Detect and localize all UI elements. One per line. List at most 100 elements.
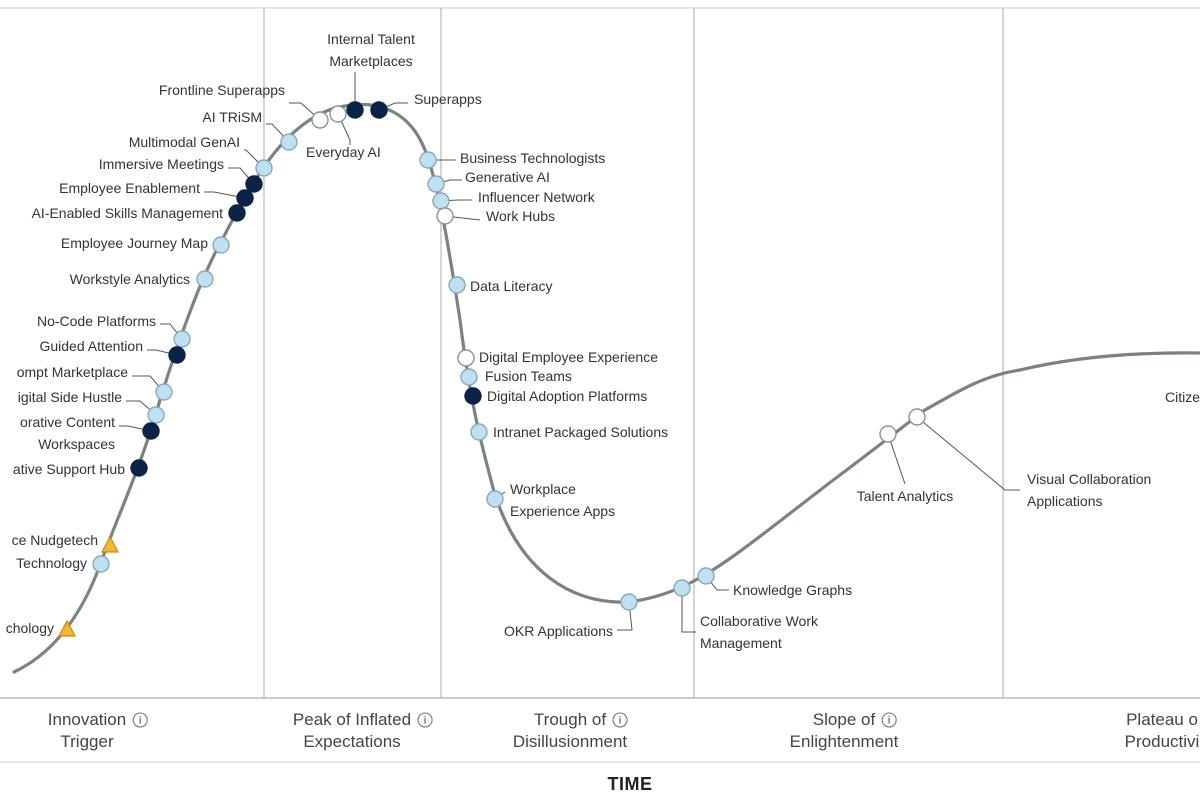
label-no-code-platforms: No-Code Platforms	[37, 313, 156, 329]
label-guided-attention: Guided Attention	[39, 338, 143, 354]
phase-label-plateau-line2: Productivi	[1125, 732, 1200, 751]
marker-visual-collaboration-applications[interactable]	[908, 408, 926, 426]
marker-multimodal-genai[interactable]	[255, 159, 273, 177]
marker-superapps[interactable]	[370, 101, 388, 119]
marker-ompt-marketplace[interactable]	[155, 383, 173, 401]
leader-line-everyday-ai	[337, 113, 351, 145]
label-digital-adoption-platforms: Digital Adoption Platforms	[487, 388, 647, 404]
svg-text:i: i	[424, 716, 427, 727]
marker-okr-applications[interactable]	[620, 593, 638, 611]
marker-frontline-superapps[interactable]	[311, 111, 329, 129]
info-circle-icon[interactable]: i	[132, 712, 148, 728]
label-visual-collaboration-applications: Visual Collaboration	[1027, 471, 1151, 487]
phase-labels: Innovation Trigger i Peak of Inflated Expect…	[48, 710, 1200, 751]
svg-text:i: i	[139, 716, 142, 727]
label-fusion-teams: Fusion Teams	[485, 368, 572, 384]
phase-label-innovation-line2: Trigger	[60, 732, 114, 751]
phase-label-peak-line2: Expectations	[303, 732, 400, 751]
marker-employee-journey-map[interactable]	[212, 236, 230, 254]
label-orative-content-workspaces: orative Content	[20, 414, 115, 430]
marker-ai-trism[interactable]	[280, 133, 298, 151]
marker-technology[interactable]	[92, 555, 110, 573]
marker-employee-enablement[interactable]	[236, 189, 254, 207]
marker-digital-adoption-platforms[interactable]	[464, 387, 482, 405]
label-internal-talent-marketplaces: Internal Talent	[327, 31, 415, 47]
marker-knowledge-graphs[interactable]	[697, 567, 715, 585]
marker-igital-side-hustle[interactable]	[147, 406, 165, 424]
marker-talent-analytics[interactable]	[879, 425, 897, 443]
x-axis-title: TIME	[608, 774, 653, 794]
leader-line-okr-applications	[617, 601, 633, 631]
marker-influencer-network[interactable]	[432, 192, 450, 210]
marker-digital-employee-experience[interactable]	[457, 349, 475, 367]
label-influencer-network: Influencer Network	[478, 189, 596, 205]
marker-everyday-ai[interactable]	[329, 105, 347, 123]
marker-ce-nudgetech[interactable]	[101, 535, 119, 553]
marker-workplace-experience-apps[interactable]	[486, 490, 504, 508]
label-line2-collaborative-work-management: Management	[700, 635, 782, 651]
label-technology: Technology	[16, 555, 87, 571]
marker-workstyle-analytics[interactable]	[196, 270, 214, 288]
label-ative-support-hub: ative Support Hub	[13, 461, 125, 477]
label-frontline-superapps: Frontline Superapps	[159, 82, 285, 98]
label-line2-workplace-experience-apps: Experience Apps	[510, 503, 615, 519]
label-superapps: Superapps	[414, 91, 482, 107]
leader-line-collaborative-work-management	[681, 588, 696, 633]
label-workstyle-analytics: Workstyle Analytics	[70, 271, 190, 287]
svg-text:i: i	[619, 716, 622, 727]
label-business-technologists: Business Technologists	[460, 150, 605, 166]
marker-chology[interactable]	[58, 619, 76, 637]
marker-no-code-platforms[interactable]	[173, 330, 191, 348]
label-employee-enablement: Employee Enablement	[59, 180, 200, 196]
hype-cycle-curve	[12, 102, 1200, 674]
label-data-literacy: Data Literacy	[470, 278, 552, 294]
phase-label-trough-line2: Disillusionment	[513, 732, 628, 751]
leader-line-visual-collaboration-applications	[916, 416, 1020, 491]
marker-fusion-teams[interactable]	[460, 368, 478, 386]
marker-orative-content-workspaces[interactable]	[142, 422, 160, 440]
label-ai-enabled-skills-management: AI-Enabled Skills Management	[32, 205, 224, 221]
phase-label-slope-line2: Enlightenment	[790, 732, 899, 751]
marker-collaborative-work-management[interactable]	[673, 579, 691, 597]
label-ce-nudgetech: ce Nudgetech	[12, 532, 98, 548]
marker-business-technologists[interactable]	[419, 151, 437, 169]
label-everyday-ai: Everyday AI	[306, 144, 381, 160]
label-citize: Citize	[1165, 389, 1200, 405]
markers-layer	[58, 101, 926, 637]
marker-data-literacy[interactable]	[448, 276, 466, 294]
label-immersive-meetings: Immersive Meetings	[99, 156, 224, 172]
label-ai-trism: AI TRiSM	[202, 109, 262, 125]
marker-guided-attention[interactable]	[168, 346, 186, 364]
phase-label-peak-line1: Peak of Inflated	[293, 710, 411, 729]
label-knowledge-graphs: Knowledge Graphs	[733, 582, 852, 598]
leader-line-employee-enablement	[204, 191, 246, 199]
leader-line-talent-analytics	[887, 433, 906, 485]
info-circle-icon[interactable]: i	[417, 712, 433, 728]
marker-ai-enabled-skills-management[interactable]	[228, 204, 246, 222]
label-line2-internal-talent-marketplaces: Marketplaces	[329, 53, 412, 69]
label-line2-visual-collaboration-applications: Applications	[1027, 493, 1103, 509]
label-okr-applications: OKR Applications	[504, 623, 613, 639]
phase-label-slope-line1: Slope of	[813, 710, 876, 729]
phase-label-innovation-line1: Innovation	[48, 710, 126, 729]
label-ompt-marketplace: ompt Marketplace	[17, 364, 128, 380]
svg-text:i: i	[888, 716, 891, 727]
phase-label-plateau-line1: Plateau o	[1126, 710, 1198, 729]
label-talent-analytics: Talent Analytics	[857, 488, 954, 504]
label-intranet-packaged-solutions: Intranet Packaged Solutions	[493, 424, 668, 440]
label-chology: chology	[6, 620, 54, 636]
label-digital-employee-experience: Digital Employee Experience	[479, 349, 658, 365]
label-collaborative-work-management: Collaborative Work	[700, 613, 819, 629]
info-circle-icon[interactable]: i	[881, 712, 897, 728]
label-generative-ai: Generative AI	[465, 169, 550, 185]
marker-immersive-meetings[interactable]	[245, 175, 263, 193]
marker-intranet-packaged-solutions[interactable]	[470, 423, 488, 441]
marker-internal-talent-marketplaces[interactable]	[346, 101, 364, 119]
marker-ative-support-hub[interactable]	[130, 459, 148, 477]
label-work-hubs: Work Hubs	[486, 208, 555, 224]
info-circle-icon[interactable]: i	[612, 712, 628, 728]
label-line2-orative-content-workspaces: Workspaces	[38, 436, 115, 452]
marker-generative-ai[interactable]	[427, 175, 445, 193]
marker-work-hubs[interactable]	[436, 207, 454, 225]
